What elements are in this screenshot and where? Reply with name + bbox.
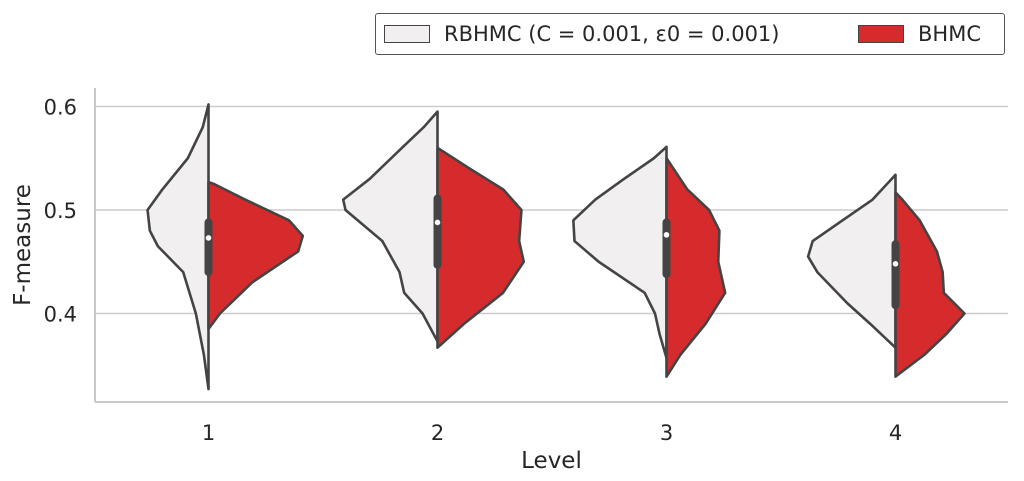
violin-bhmc-level-3: [665, 156, 727, 378]
median-dot-level-4: [892, 261, 899, 267]
median-dot-level-1: [205, 235, 212, 241]
median-dot-level-2: [434, 219, 441, 226]
x-tick-label-1: 1: [202, 421, 215, 445]
y-axis-label: F-measure: [10, 184, 36, 306]
y-tick-label-0.6: 0.6: [44, 96, 77, 120]
y-tick-label-0.4: 0.4: [44, 303, 77, 327]
x-axis-label: Level: [521, 448, 582, 474]
legend-item-bhmc: BHMC: [858, 14, 981, 54]
violin-rbhmc-level-4: [806, 173, 897, 349]
violin-bhmc-level-2: [436, 146, 526, 349]
y-tick-label-0.5: 0.5: [44, 199, 77, 223]
legend-label-rbhmc: RBHMC (C = 0.001, ε0 = 0.001): [444, 22, 780, 46]
legend-label-bhmc: BHMC: [918, 22, 981, 46]
x-tick-label-4: 4: [889, 421, 902, 445]
legend: RBHMC (C = 0.001, ε0 = 0.001) BHMC: [375, 13, 1005, 55]
legend-swatch-rbhmc: [384, 25, 430, 43]
violin-bhmc-level-4: [894, 191, 966, 378]
violin-bhmc-level-1: [207, 180, 305, 331]
legend-item-rbhmc: RBHMC (C = 0.001, ε0 = 0.001): [384, 14, 780, 54]
x-tick-label-2: 2: [431, 421, 444, 445]
median-dot-level-3: [663, 232, 670, 238]
x-tick-label-3: 3: [660, 421, 673, 445]
violin-rbhmc-level-2: [341, 110, 439, 343]
legend-swatch-bhmc: [858, 25, 904, 43]
violin-rbhmc-level-3: [572, 145, 668, 360]
violin-rbhmc-level-1: [146, 103, 210, 391]
